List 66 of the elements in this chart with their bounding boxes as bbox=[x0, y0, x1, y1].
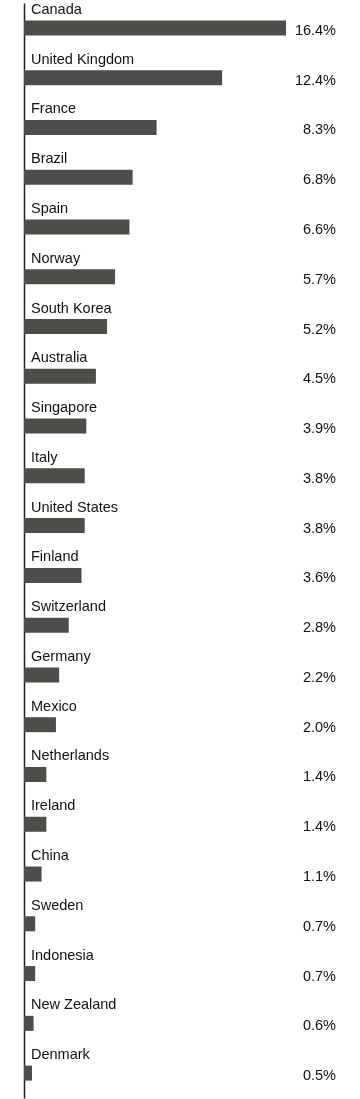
y-tick-label: Indonesia bbox=[31, 946, 95, 963]
y-tick-label: Ireland bbox=[31, 797, 76, 814]
data-label: 8.3% bbox=[302, 121, 337, 138]
y-tick-label: United States bbox=[31, 498, 119, 515]
y-tick-label: Denmark bbox=[31, 1046, 91, 1063]
bar bbox=[24, 468, 85, 484]
data-label: 0.7% bbox=[302, 967, 337, 984]
data-label: 0.7% bbox=[302, 917, 337, 934]
data-label: 3.8% bbox=[302, 469, 337, 486]
data-label: 16.4% bbox=[294, 21, 337, 38]
data-label: 2.8% bbox=[302, 619, 337, 636]
bar bbox=[24, 966, 36, 982]
y-tick-label: Norway bbox=[31, 249, 81, 266]
data-label: 1.4% bbox=[302, 768, 337, 785]
bar bbox=[24, 667, 60, 683]
bar bbox=[24, 1015, 34, 1031]
y-tick-label: New Zealand bbox=[31, 996, 117, 1013]
y-tick-label: France bbox=[31, 100, 77, 117]
y-tick-label: Sweden bbox=[31, 896, 84, 913]
bar bbox=[24, 1065, 32, 1081]
data-label: 3.8% bbox=[302, 519, 337, 536]
data-label: 6.8% bbox=[302, 171, 337, 188]
bar bbox=[24, 617, 69, 633]
y-tick-label: Spain bbox=[31, 199, 69, 216]
data-label: 2.2% bbox=[302, 668, 337, 685]
y-tick-label: Germany bbox=[31, 647, 92, 664]
bar bbox=[24, 866, 42, 882]
data-label: 5.2% bbox=[302, 320, 337, 337]
bar bbox=[24, 916, 36, 932]
bar bbox=[24, 319, 108, 335]
y-tick-label: Italy bbox=[31, 448, 59, 465]
bar bbox=[24, 766, 47, 782]
bar bbox=[24, 567, 82, 583]
bar bbox=[24, 717, 56, 733]
bar bbox=[24, 816, 47, 832]
bar bbox=[24, 269, 116, 285]
data-label: 2.0% bbox=[302, 718, 337, 735]
y-tick-label: Singapore bbox=[31, 399, 98, 416]
bar bbox=[24, 20, 286, 36]
y-tick-label: Brazil bbox=[31, 150, 68, 167]
data-label: 1.4% bbox=[302, 818, 337, 835]
data-label: 4.5% bbox=[302, 370, 337, 387]
bar bbox=[24, 169, 133, 185]
bar bbox=[24, 368, 96, 384]
data-label: 5.7% bbox=[302, 270, 337, 287]
bar bbox=[24, 70, 223, 86]
data-label: 3.9% bbox=[302, 420, 337, 437]
data-label: 6.6% bbox=[302, 220, 337, 237]
bar bbox=[24, 518, 85, 534]
bar bbox=[24, 219, 130, 235]
y-tick-label: Switzerland bbox=[31, 598, 106, 615]
y-tick-label: Australia bbox=[31, 349, 89, 366]
data-label: 0.6% bbox=[302, 1017, 337, 1034]
bar bbox=[24, 119, 157, 135]
data-label: 3.6% bbox=[302, 569, 337, 586]
y-tick-label: China bbox=[31, 847, 70, 864]
y-tick-label: Mexico bbox=[31, 697, 77, 714]
y-tick-label: Netherlands bbox=[31, 747, 110, 764]
data-label: 1.1% bbox=[302, 868, 337, 885]
y-tick-label: Finland bbox=[31, 548, 79, 565]
bar bbox=[24, 418, 87, 434]
data-label: 0.5% bbox=[302, 1067, 337, 1084]
y-tick-label: Canada bbox=[31, 0, 83, 17]
y-tick-label: United Kingdom bbox=[31, 50, 135, 67]
y-tick-label: South Korea bbox=[31, 299, 113, 316]
data-label: 12.4% bbox=[294, 71, 337, 88]
